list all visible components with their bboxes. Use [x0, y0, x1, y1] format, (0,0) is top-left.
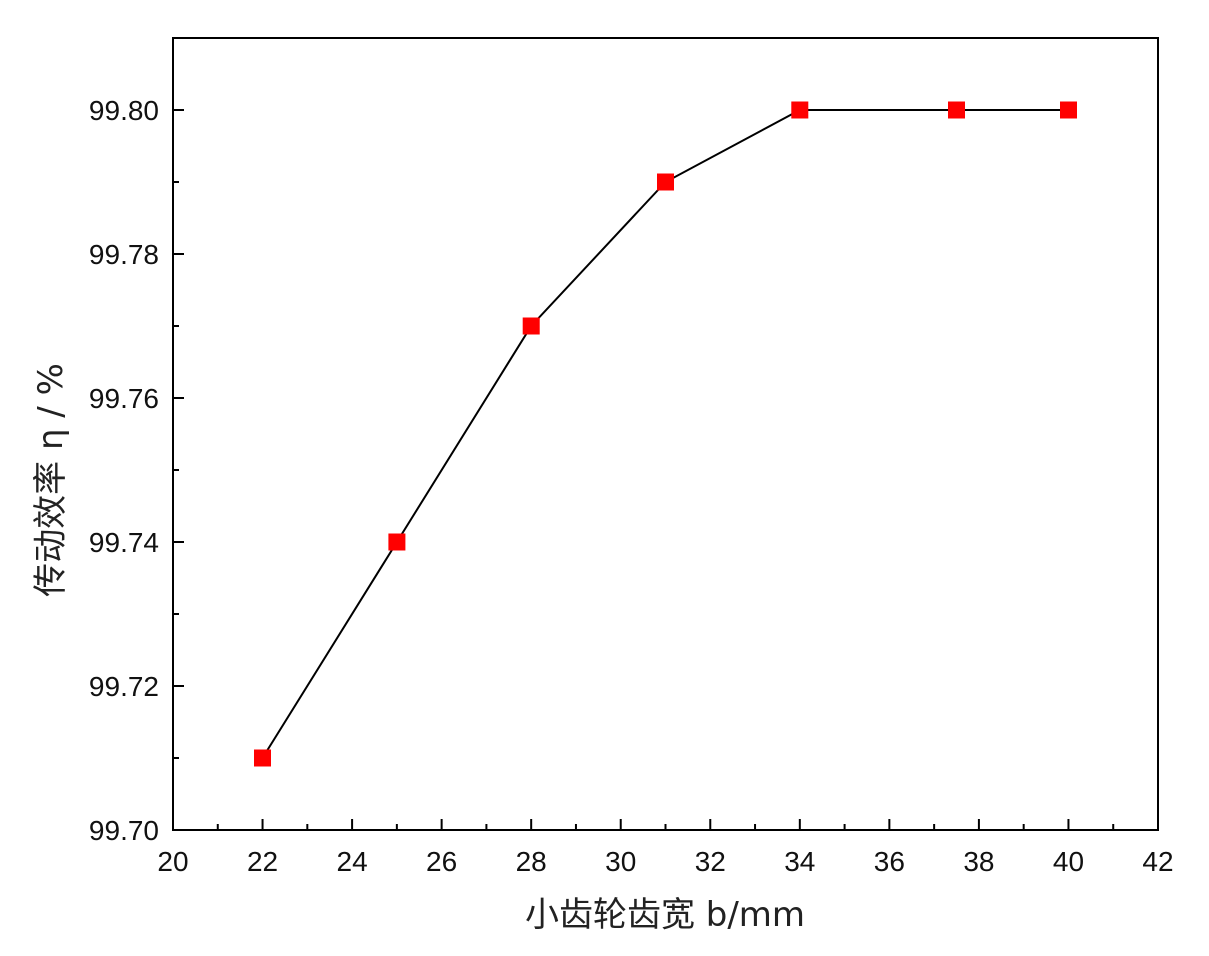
- y-tick-label: 99.70: [89, 815, 159, 846]
- x-tick-label: 20: [157, 846, 188, 877]
- x-tick-label: 42: [1142, 846, 1173, 877]
- y-axis-ticks: 99.70 99.72 99.74 99.76 99.78 99.80: [89, 37, 184, 846]
- x-tick-label: 34: [784, 846, 815, 877]
- y-tick-label: 99.80: [89, 95, 159, 126]
- x-tick-label: 36: [874, 846, 905, 877]
- data-point-marker: [948, 101, 965, 119]
- y-axis-title: 传动效率 η / %: [31, 363, 71, 597]
- x-tick-label: 38: [963, 846, 994, 877]
- y-tick-label: 99.76: [89, 383, 159, 414]
- x-axis-title: 小齿轮齿宽 b/mm: [525, 895, 805, 935]
- data-point-marker: [254, 749, 271, 767]
- x-tick-label: 26: [426, 846, 457, 877]
- data-point-marker: [791, 101, 809, 119]
- series-line: [261, 109, 1069, 759]
- plot-frame: [172, 37, 1159, 831]
- x-tick-label: 22: [247, 846, 278, 877]
- x-tick-label: 28: [516, 846, 547, 877]
- series-layer: [254, 101, 1077, 767]
- data-point-marker: [388, 533, 406, 551]
- y-tick-label: 99.72: [89, 671, 159, 702]
- data-point-marker: [1060, 101, 1077, 119]
- x-tick-label: 30: [605, 846, 636, 877]
- x-tick-label: 24: [337, 846, 368, 877]
- x-tick-label: 32: [695, 846, 726, 877]
- x-tick-label: 40: [1053, 846, 1084, 877]
- x-axis-ticks: 20 22 24 26 28 30 32 34 36 38 40 42: [157, 819, 1174, 877]
- y-tick-label: 99.74: [89, 527, 159, 558]
- y-tick-label: 99.78: [89, 239, 159, 270]
- data-point-marker: [657, 173, 674, 191]
- data-point-marker: [522, 317, 540, 335]
